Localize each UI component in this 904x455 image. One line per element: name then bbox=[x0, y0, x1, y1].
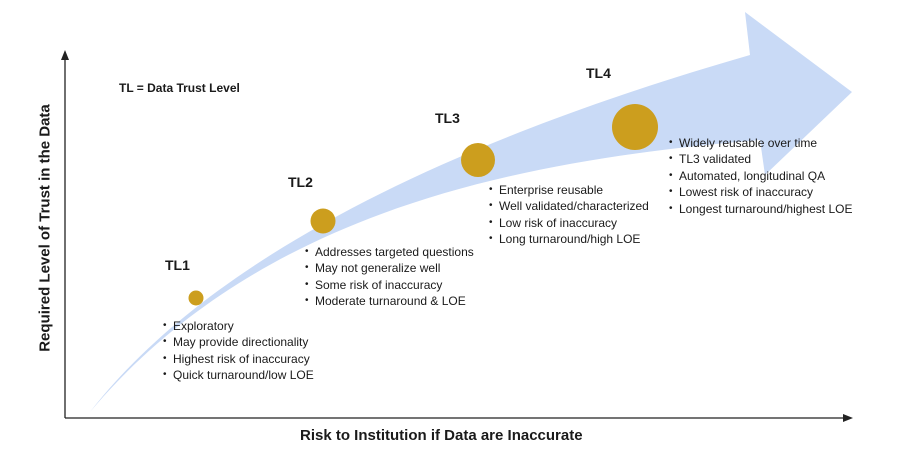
tl4-bullet-list: Widely reusable over time TL3 validated … bbox=[669, 135, 852, 217]
list-item: Lowest risk of inaccuracy bbox=[669, 184, 852, 201]
tl4-label: TL4 bbox=[586, 65, 611, 81]
list-item: Highest risk of inaccuracy bbox=[163, 351, 314, 368]
x-axis-arrowhead bbox=[843, 414, 853, 422]
legend-note: TL = Data Trust Level bbox=[119, 81, 240, 95]
list-item: Long turnaround/high LOE bbox=[489, 231, 649, 248]
tl3-marker bbox=[461, 143, 495, 177]
tl4-marker bbox=[612, 104, 658, 150]
list-item: Well validated/characterized bbox=[489, 198, 649, 215]
list-item: Some risk of inaccuracy bbox=[305, 277, 474, 294]
tl2-label: TL2 bbox=[288, 174, 313, 190]
tl1-bullet-list: Exploratory May provide directionality H… bbox=[163, 318, 314, 384]
tl1-label: TL1 bbox=[165, 257, 190, 273]
list-item: Enterprise reusable bbox=[489, 182, 649, 199]
list-item: May not generalize well bbox=[305, 260, 474, 277]
list-item: Moderate turnaround & LOE bbox=[305, 293, 474, 310]
trust-progression-arrow bbox=[90, 12, 852, 412]
y-axis-arrowhead bbox=[61, 50, 69, 60]
list-item: Widely reusable over time bbox=[669, 135, 852, 152]
tl2-bullet-list: Addresses targeted questions May not gen… bbox=[305, 244, 474, 310]
list-item: Exploratory bbox=[163, 318, 314, 335]
x-axis-label: Risk to Institution if Data are Inaccura… bbox=[300, 427, 583, 444]
list-item: TL3 validated bbox=[669, 151, 852, 168]
list-item: Low risk of inaccuracy bbox=[489, 215, 649, 232]
list-item: May provide directionality bbox=[163, 334, 314, 351]
list-item: Quick turnaround/low LOE bbox=[163, 367, 314, 384]
tl1-marker bbox=[188, 290, 204, 306]
tl2-marker bbox=[310, 208, 336, 234]
tl3-bullet-list: Enterprise reusable Well validated/chara… bbox=[489, 182, 649, 248]
y-axis-label: Required Level of Trust in the Data bbox=[36, 104, 54, 352]
list-item: Addresses targeted questions bbox=[305, 244, 474, 261]
tl3-label: TL3 bbox=[435, 110, 460, 126]
list-item: Longest turnaround/highest LOE bbox=[669, 201, 852, 218]
list-item: Automated, longitudinal QA bbox=[669, 168, 852, 185]
